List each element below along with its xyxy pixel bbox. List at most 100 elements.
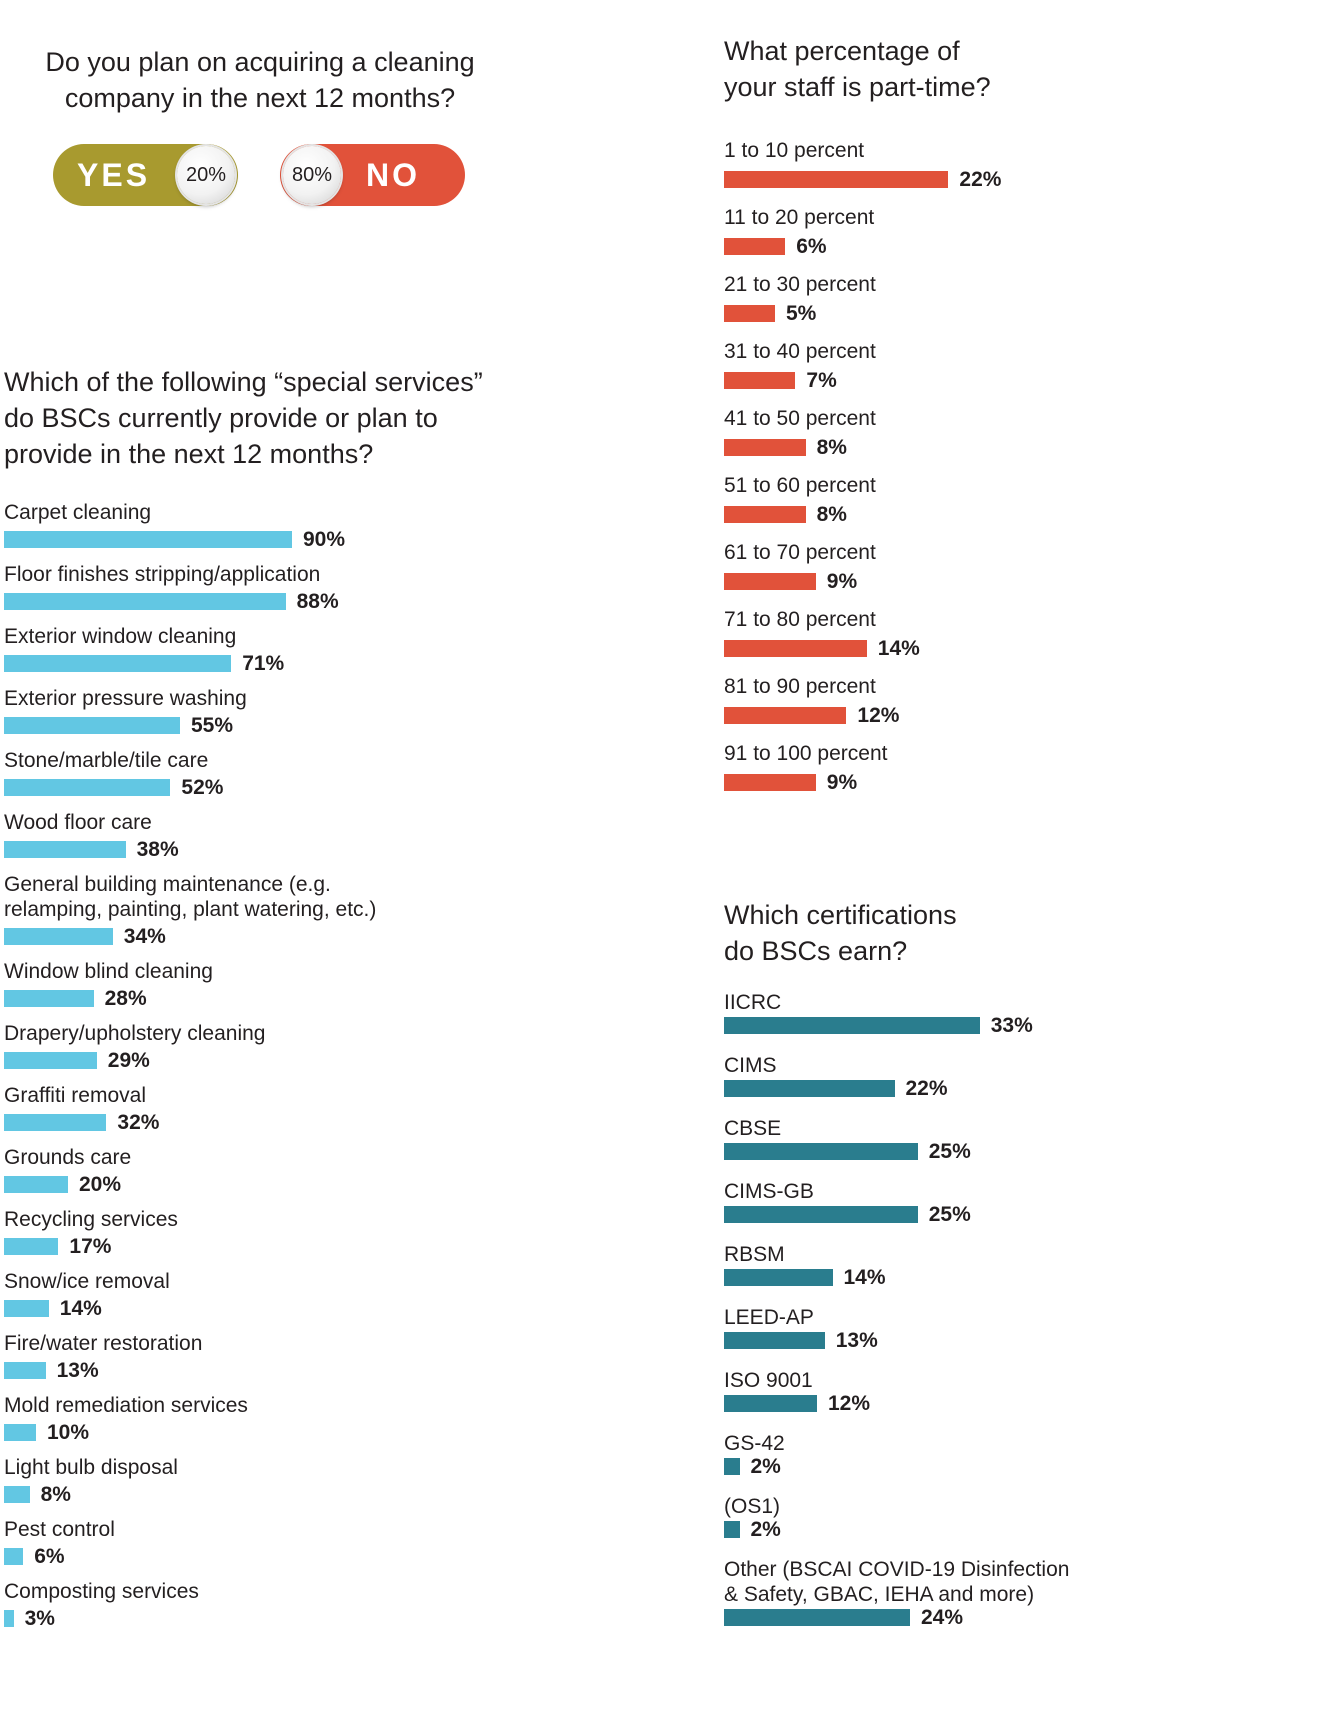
value-label: 13% — [835, 1329, 878, 1352]
bar — [4, 1300, 49, 1317]
services-title-line-2: do BSCs currently provide or plan to — [4, 403, 438, 433]
acquire-title-line-2: company in the next 12 months? — [64, 83, 456, 113]
yes-value-knob: 20% — [177, 146, 235, 204]
category-label: Floor finishes stripping/application — [4, 563, 321, 586]
parttime-title-line-2: your staff is part-time? — [724, 72, 991, 102]
value-label: 34% — [123, 925, 166, 948]
value-label: 33% — [990, 1014, 1033, 1037]
category-label: Stone/marble/tile care — [4, 749, 209, 772]
category-label: 81 to 90 percent — [724, 675, 876, 698]
category-label: 91 to 100 percent — [724, 742, 888, 765]
value-label: 52% — [181, 776, 224, 799]
bar — [724, 1458, 740, 1475]
value-label: 14% — [59, 1297, 102, 1320]
bar — [724, 573, 816, 590]
bar — [724, 1521, 740, 1538]
value-label: 8% — [40, 1483, 71, 1506]
value-label: 28% — [104, 987, 147, 1010]
category-label: 71 to 80 percent — [724, 608, 876, 631]
value-label: 22% — [959, 168, 1002, 191]
bar — [4, 1362, 46, 1379]
bar — [4, 841, 126, 858]
value-label: 24% — [921, 1606, 964, 1629]
category-label: 11 to 20 percent — [724, 206, 875, 229]
certs-title: Which certifications do BSCs earn? — [724, 897, 957, 969]
bar — [4, 928, 113, 945]
category-label: Mold remediation services — [4, 1394, 248, 1417]
yes-label: YES — [77, 157, 151, 193]
category-label: CIMS-GB — [724, 1180, 814, 1203]
certs-title-line-1: Which certifications — [724, 900, 957, 930]
no-pill: 80% NO — [280, 144, 465, 206]
value-label: 55% — [191, 714, 234, 737]
category-label: 21 to 30 percent — [724, 273, 876, 296]
certs-title-line-2: do BSCs earn? — [724, 936, 908, 966]
category-label: General building maintenance (e.g. — [4, 873, 331, 896]
bar — [724, 1332, 825, 1349]
bar — [4, 779, 171, 796]
bar — [724, 372, 796, 389]
services-title: Which of the following “special services… — [4, 364, 483, 472]
value-label: 8% — [816, 503, 847, 526]
bar — [4, 990, 94, 1007]
value-label: 25% — [928, 1203, 971, 1226]
category-label: (OS1) — [724, 1495, 781, 1518]
category-label: 1 to 10 percent — [724, 139, 865, 162]
bar — [724, 506, 806, 523]
bar — [724, 1269, 833, 1286]
category-label: Fire/water restoration — [4, 1332, 203, 1355]
value-label: 29% — [107, 1049, 150, 1072]
bar — [4, 1610, 14, 1627]
value-label: 6% — [34, 1545, 65, 1568]
value-label: 9% — [826, 771, 858, 794]
value-label: 2% — [750, 1455, 781, 1478]
value-label: 14% — [877, 637, 920, 660]
services-title-line-1: Which of the following “special services… — [4, 367, 483, 397]
bar — [724, 171, 949, 188]
bar — [724, 1143, 918, 1160]
value-label: 9% — [826, 570, 858, 593]
value-label: 3% — [24, 1607, 55, 1630]
category-label: GS-42 — [724, 1432, 785, 1455]
category-label: Window blind cleaning — [4, 960, 213, 983]
bar — [4, 1424, 36, 1441]
value-label: 20% — [79, 1173, 122, 1196]
parttime-title-line-1: What percentage of — [724, 36, 960, 66]
bar — [4, 1114, 107, 1131]
category-label: Wood floor care — [4, 811, 152, 834]
category-label: Exterior pressure washing — [4, 687, 247, 710]
yes-pill: YES 20% — [53, 144, 238, 206]
no-value-knob: 80% — [283, 146, 341, 204]
category-label: Snow/ice removal — [4, 1270, 170, 1293]
value-label: 25% — [928, 1140, 971, 1163]
category-label: Other (BSCAI COVID-19 Disinfection — [724, 1558, 1070, 1581]
bar — [4, 1486, 30, 1503]
bar — [724, 1080, 895, 1097]
value-label: 12% — [857, 704, 900, 727]
value-label: 8% — [816, 436, 847, 459]
bar — [4, 655, 232, 672]
bar — [724, 640, 867, 657]
category-label: 41 to 50 percent — [724, 407, 876, 430]
value-label: 38% — [136, 838, 179, 861]
bar — [4, 531, 292, 548]
services-title-line-3: provide in the next 12 months? — [4, 439, 374, 469]
bar — [4, 1052, 97, 1069]
bar — [4, 1548, 24, 1565]
category-label: Pest control — [4, 1518, 115, 1541]
category-label: Graffiti removal — [4, 1084, 146, 1107]
bar — [4, 1238, 59, 1255]
category-label: LEED-AP — [724, 1306, 814, 1329]
no-label: NO — [366, 157, 420, 193]
bar — [724, 1017, 980, 1034]
category-label: Drapery/upholstery cleaning — [4, 1022, 266, 1045]
value-label: 5% — [786, 302, 817, 325]
value-label: 32% — [117, 1111, 160, 1134]
value-label: 71% — [242, 652, 285, 675]
bar — [724, 1206, 918, 1223]
bar — [4, 717, 180, 734]
bar — [724, 439, 806, 456]
value-label: 13% — [56, 1359, 99, 1382]
value-label: 2% — [750, 1518, 781, 1541]
bar — [4, 593, 286, 610]
